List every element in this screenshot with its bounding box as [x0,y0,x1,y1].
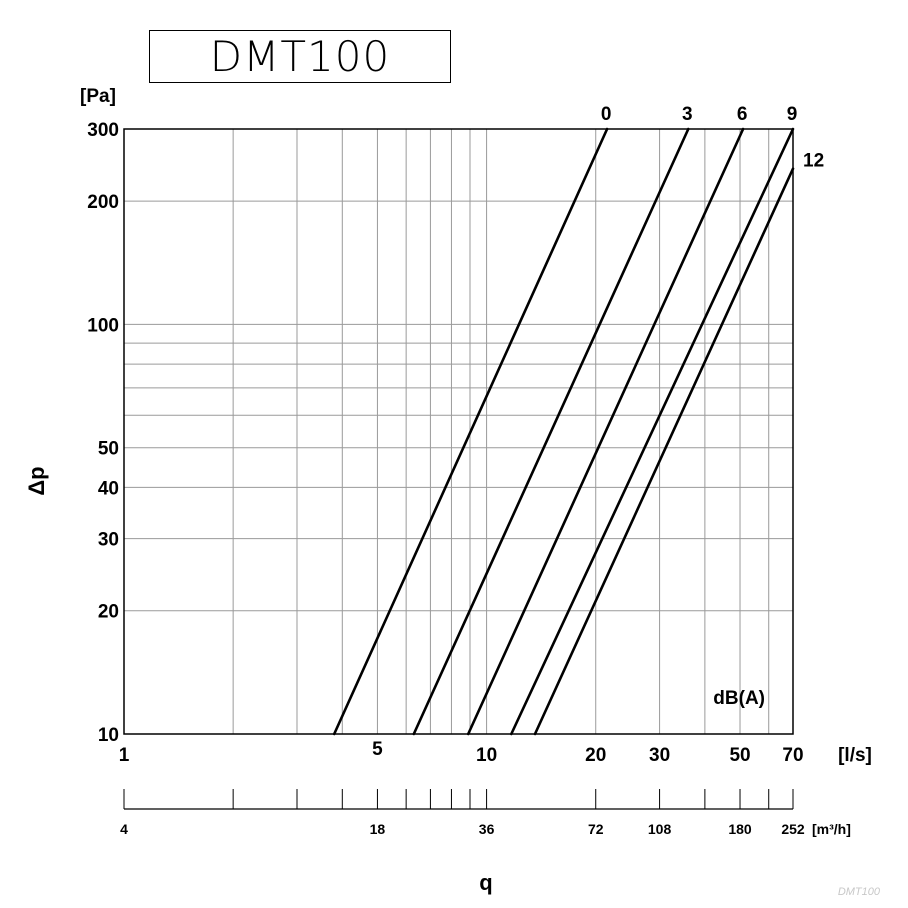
y-tick-label: 20 [98,602,119,623]
x-tick-label: 30 [649,745,670,766]
y-tick-label: 50 [98,439,119,460]
series-line-0db [332,127,609,736]
series-line-12db [533,167,795,736]
x-tick-label: 1 [119,745,130,766]
series-label-12: 12 [803,151,824,172]
plot-frame [123,128,794,735]
series-line-3db [412,127,690,736]
secondary-tick-label: 18 [370,821,386,837]
y-tick-label: 10 [98,725,119,746]
secondary-tick-label: 108 [648,821,672,837]
y-tick-label: 300 [87,120,119,141]
series-line-9db [509,127,795,736]
secondary-tick-label: 72 [588,821,604,837]
chart-title-box: DMT100 [149,30,451,83]
secondary-tick-label: 4 [120,821,128,837]
secondary-tick-label: 36 [479,821,495,837]
series-label-9: 9 [787,104,798,125]
x-tick-label: 5 [372,739,383,760]
series-label-3: 3 [682,104,693,125]
series-label-6: 6 [737,104,748,125]
series-line-6db [466,127,745,736]
y-tick-label: 30 [98,530,119,551]
y-axis-label: Δp [24,466,49,495]
chart-title: DMT100 [209,31,391,81]
y-tick-label: 40 [98,478,119,499]
secondary-unit-label: [m³/h] [812,821,851,837]
secondary-tick-label: 180 [728,821,752,837]
x-axis-label: q [479,870,492,895]
series-label-0: 0 [601,104,612,125]
y-tick-label: 200 [87,192,119,213]
x-tick-label: 50 [729,745,750,766]
x-tick-label: 70 [782,745,803,766]
x-tick-label: 10 [476,745,497,766]
y-unit-label: [Pa] [80,86,116,107]
secondary-tick-label: 252 [781,821,805,837]
x-tick-label: 20 [585,745,606,766]
series-legend-title: dB(A) [713,688,765,709]
y-tick-label: 100 [87,315,119,336]
watermark-text: DMT100 [837,886,880,898]
x-unit-label: [l/s] [838,745,872,766]
